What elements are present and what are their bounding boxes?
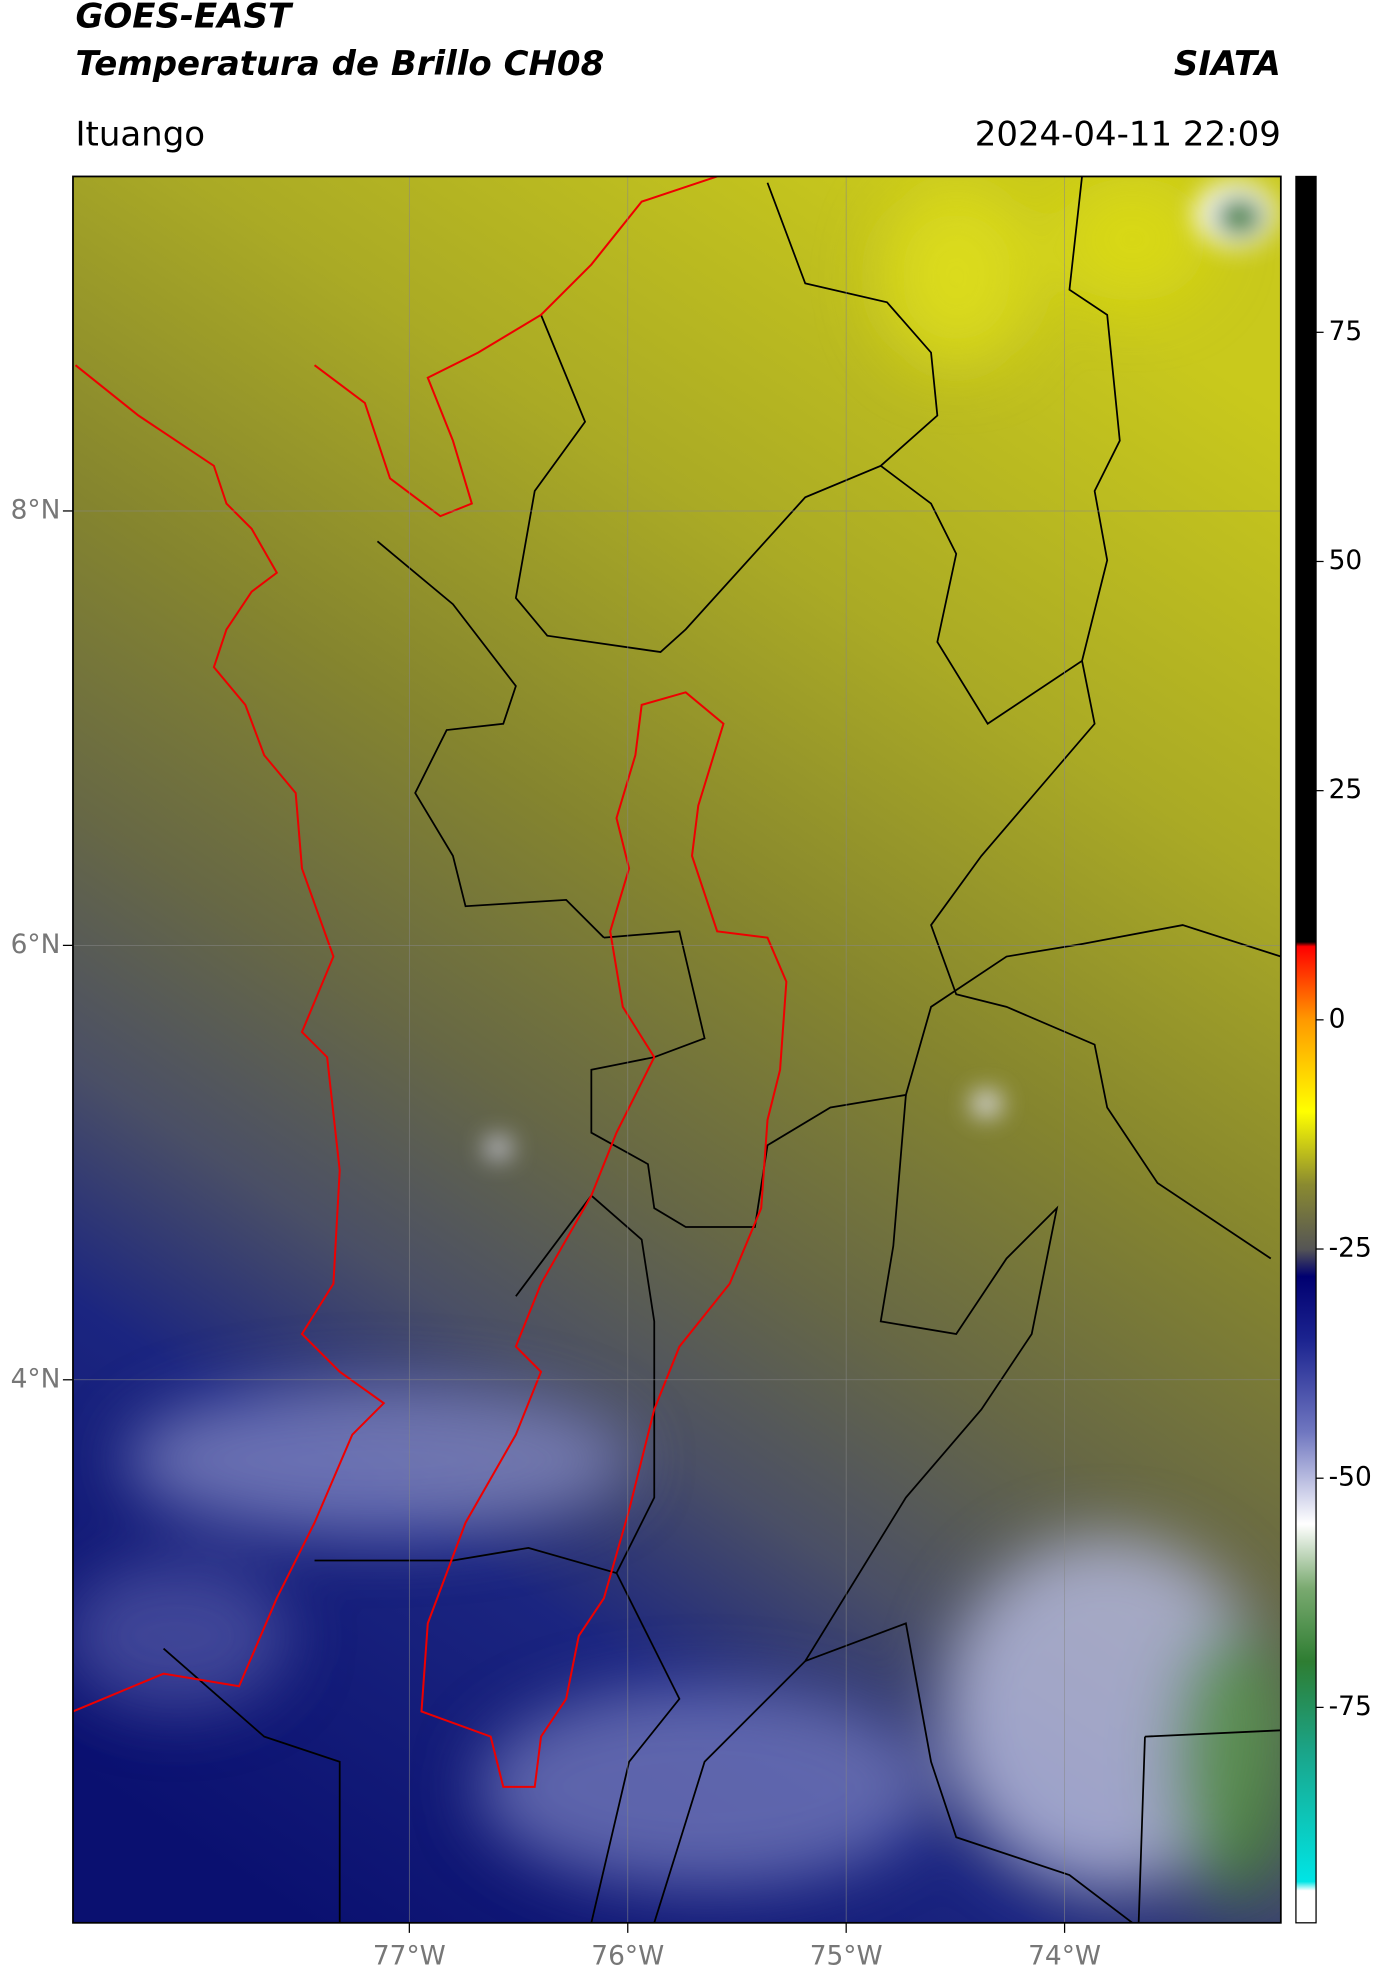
colorbar — [1295, 175, 1317, 1924]
colorbar-tick-label: -50 — [1329, 1462, 1372, 1493]
datetime: 2024-04-11 22:09 — [975, 115, 1281, 155]
colorbar-tick-label: -25 — [1329, 1233, 1372, 1264]
x-tick-label: 74°W — [1028, 1940, 1101, 1971]
colorbar-tick-label: 25 — [1329, 774, 1363, 805]
y-tick-label: 6°N — [11, 929, 61, 960]
map-frame — [72, 175, 1282, 1924]
source: SIATA — [1174, 44, 1281, 84]
cold-cells — [485, 181, 1276, 1158]
map — [72, 176, 1281, 1923]
colorbar-tick-label: -75 — [1329, 1691, 1372, 1722]
title: GOES-EAST — [75, 0, 293, 36]
coastline — [72, 176, 788, 1788]
grid — [72, 176, 1281, 1923]
colorbar-tick-label: 75 — [1329, 316, 1363, 347]
y-tick-label: 4°N — [11, 1363, 61, 1394]
colorbar-tick-label: 50 — [1329, 545, 1363, 576]
borders — [162, 176, 1281, 1923]
y-tick-label: 8°N — [11, 494, 61, 525]
colorbar-tick-label: 0 — [1329, 1003, 1346, 1034]
x-tick-label: 75°W — [810, 1940, 883, 1971]
location: Ituango — [75, 115, 205, 155]
x-tick-label: 76°W — [591, 1940, 664, 1971]
cloud-field — [72, 176, 1281, 1901]
subtitle: Temperatura de Brillo CH08 — [75, 44, 604, 84]
x-tick-label: 77°W — [373, 1940, 446, 1971]
